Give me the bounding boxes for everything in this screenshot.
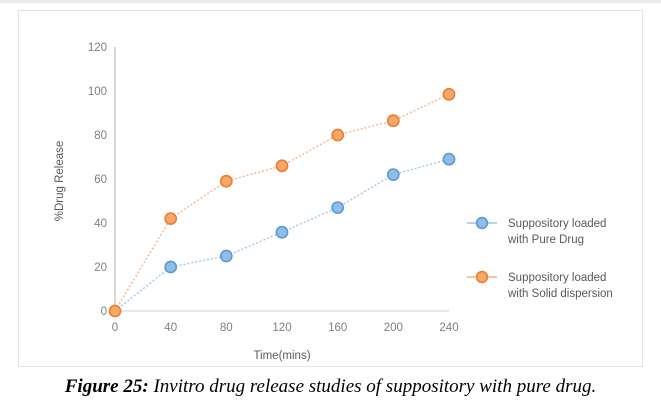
drug-release-chart: 120 100 80 60 40 20 0 0 40 80 120 160 20… [54, 42, 613, 362]
data-point-orange-0[interactable] [108, 304, 122, 318]
legend-label-pure-drug-line1: Suppository loaded [508, 218, 606, 230]
x-tick-200: 200 [384, 322, 403, 334]
chart-frame: 120 100 80 60 40 20 0 0 40 80 120 160 20… [18, 10, 643, 367]
data-point-orange-120[interactable] [275, 159, 289, 173]
x-tick-40: 40 [164, 322, 177, 334]
chart-legend: Suppository loaded with Pure Drug Suppos… [467, 216, 613, 300]
y-tick-100: 100 [88, 86, 107, 98]
data-point-orange-200[interactable] [386, 114, 400, 128]
figure-caption-label: Figure 25: [64, 376, 149, 397]
y-tick-0: 0 [101, 306, 107, 318]
y-axis-title: %Drug Release [54, 141, 66, 222]
data-point-orange-40[interactable] [164, 212, 178, 225]
data-point-orange-160[interactable] [331, 128, 345, 142]
x-axis-title: Time(mins) [253, 350, 310, 362]
data-point-blue-160[interactable] [331, 201, 345, 214]
legend-label-solid-dispersion-line2: with Solid dispersion [507, 288, 613, 300]
x-tick-0: 0 [112, 322, 118, 334]
y-axis-tick-labels: 120 100 80 60 40 20 0 [88, 42, 107, 318]
legend-marker-pure-drug [475, 216, 489, 230]
data-point-blue-200[interactable] [386, 168, 400, 181]
data-point-blue-40[interactable] [164, 260, 178, 274]
chart-plot-area: 120 100 80 60 40 20 0 0 40 80 120 160 20… [19, 11, 644, 368]
figure-caption-text: Invitro drug release studies of supposit… [148, 376, 597, 397]
x-tick-80: 80 [220, 322, 233, 334]
legend-marker-solid-dispersion [475, 270, 489, 284]
y-tick-20: 20 [94, 262, 107, 274]
y-tick-120: 120 [88, 42, 107, 54]
x-tick-120: 120 [272, 322, 291, 334]
page-top-rule [0, 0, 661, 3]
data-point-orange-240[interactable] [442, 87, 456, 101]
x-axis-tick-labels: 0 40 80 120 160 200 240 [112, 322, 459, 334]
y-tick-80: 80 [94, 130, 107, 142]
data-point-blue-80[interactable] [219, 249, 233, 263]
data-point-blue-240[interactable] [442, 152, 456, 166]
y-tick-60: 60 [94, 174, 107, 186]
series-markers-pure-drug [164, 152, 456, 274]
figure-caption: Figure 25: Invitro drug release studies … [0, 376, 661, 398]
x-tick-240: 240 [439, 322, 458, 334]
data-point-blue-120[interactable] [275, 225, 289, 239]
data-point-orange-80[interactable] [219, 174, 233, 188]
legend-label-pure-drug-line2: with Pure Drug [507, 234, 584, 246]
y-tick-40: 40 [94, 218, 107, 230]
legend-item-solid-dispersion[interactable]: Suppository loaded with Solid dispersion [467, 270, 613, 300]
x-tick-160: 160 [328, 322, 347, 334]
legend-label-solid-dispersion-line1: Suppository loaded [508, 272, 606, 284]
series-line-solid-dispersion [114, 93, 450, 312]
series-markers-solid-dispersion [108, 87, 456, 318]
legend-item-pure-drug[interactable]: Suppository loaded with Pure Drug [467, 216, 606, 246]
